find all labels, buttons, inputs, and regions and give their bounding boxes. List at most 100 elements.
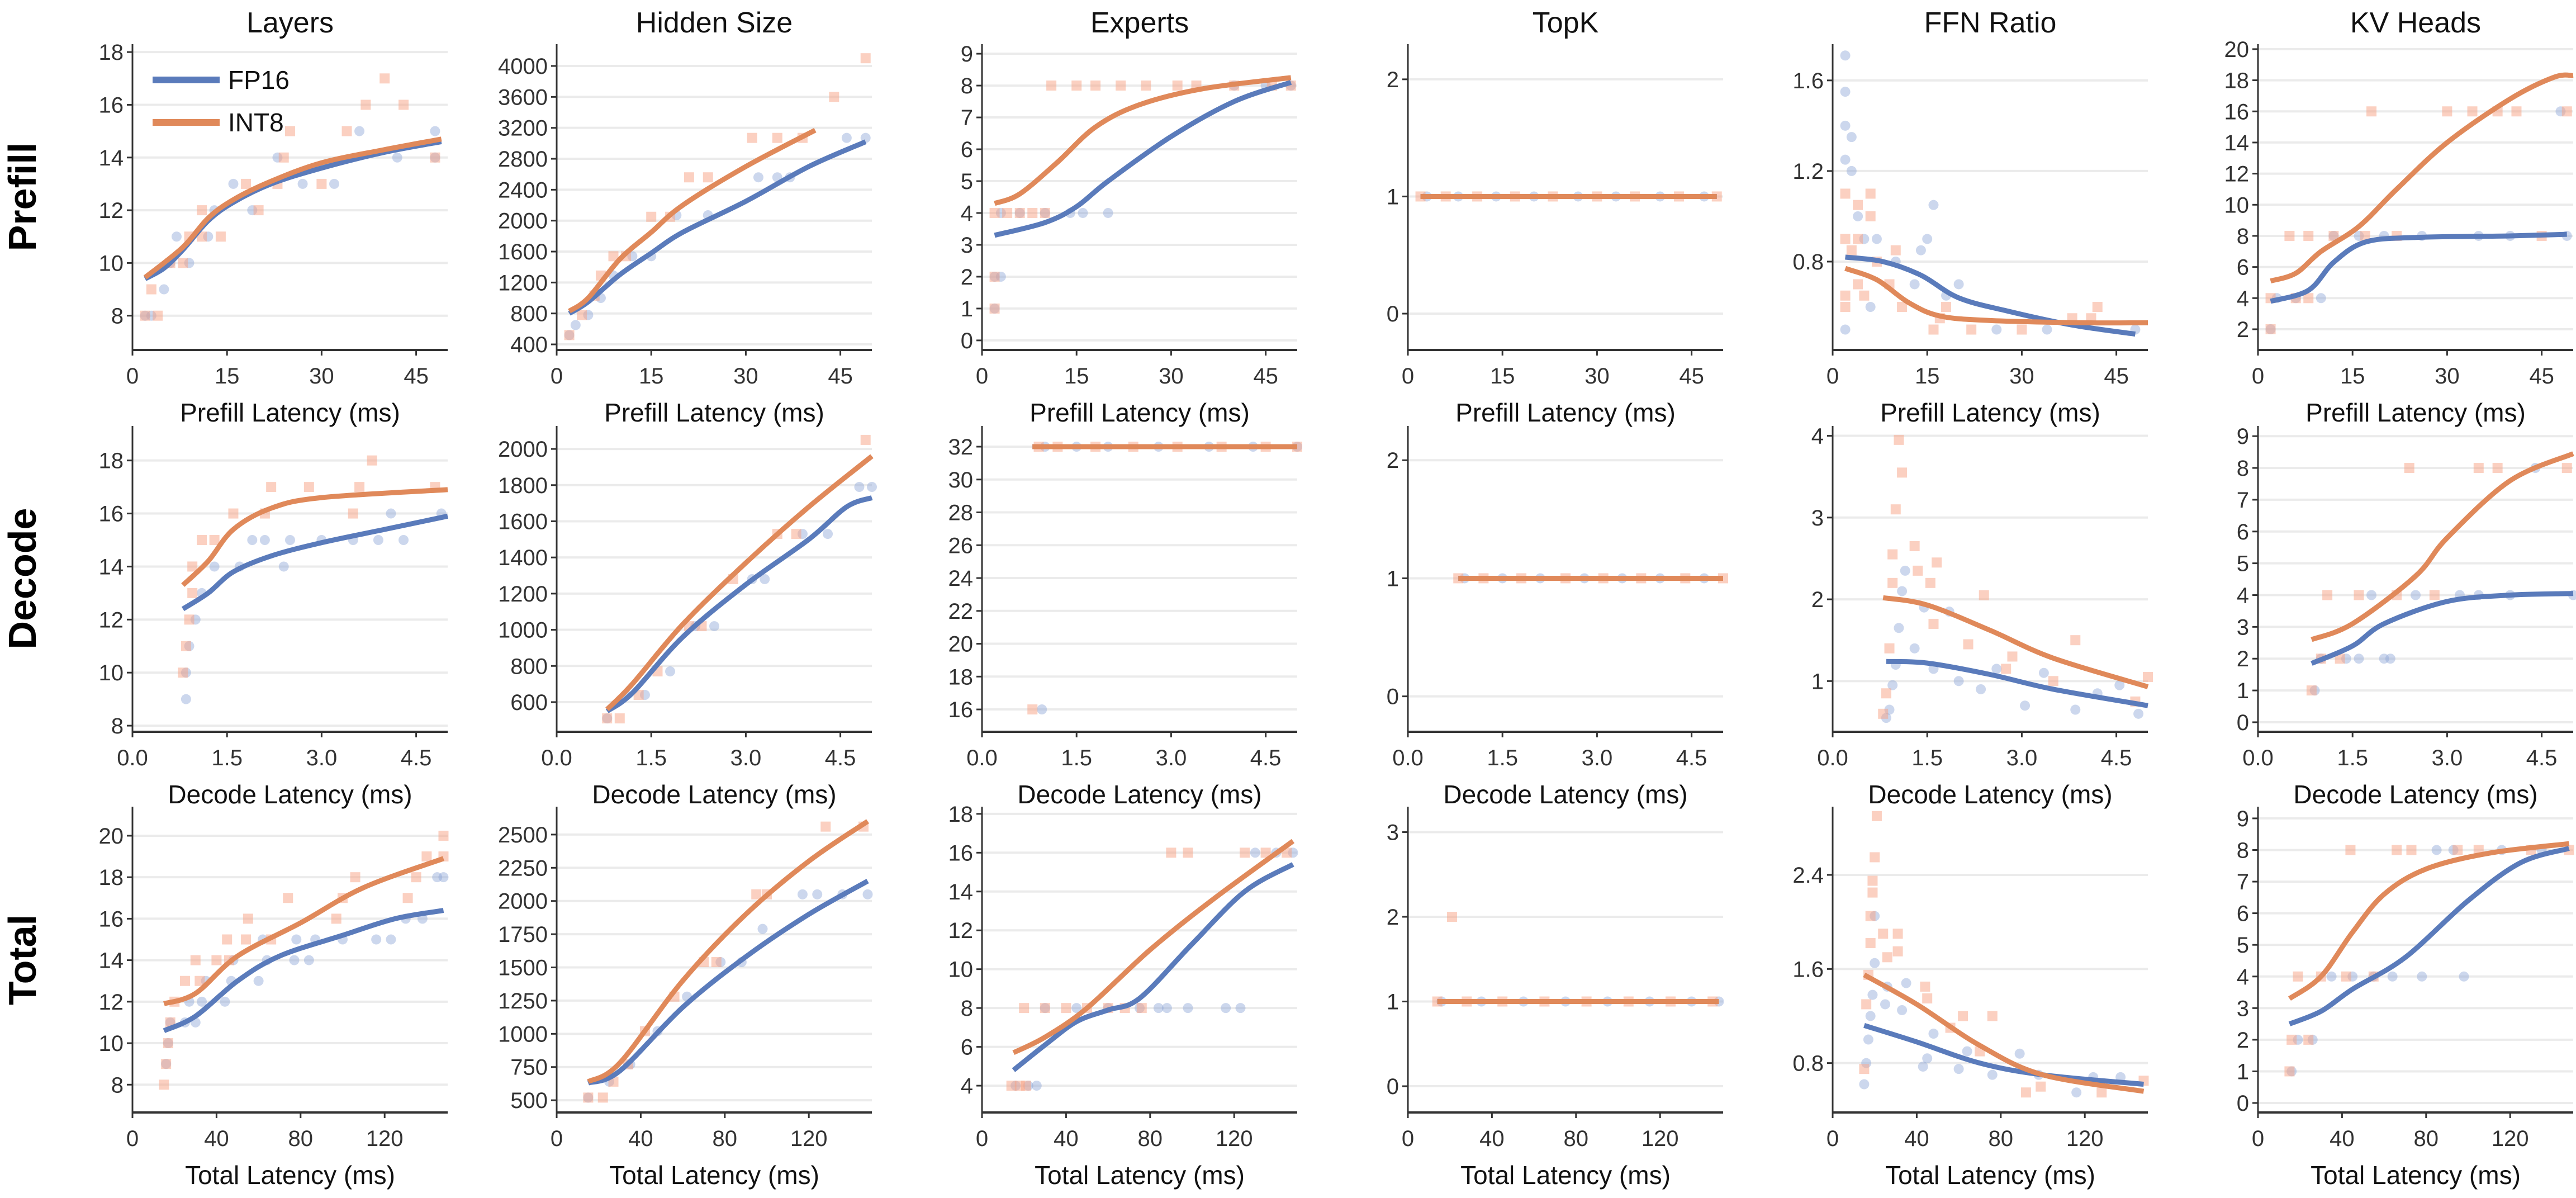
scatter-fp16	[2309, 463, 2576, 696]
subplot-total-1: 500 750 1000 1250 1500 1750 2000 2250 2500 0 40 80 1…	[498, 807, 873, 1190]
x-tick-label: 0.0	[1817, 746, 1848, 770]
x-axis-label: Decode Latency (ms)	[2293, 780, 2537, 809]
point-fp16	[1915, 245, 1926, 255]
point-int8	[860, 53, 871, 64]
trend-line-int8	[993, 75, 1292, 206]
y-tick-label: 7	[2237, 870, 2249, 894]
point-int8	[2303, 1034, 2314, 1045]
point-int8	[1925, 577, 1935, 588]
point-int8	[2473, 463, 2484, 473]
point-int8	[2284, 230, 2295, 241]
point-int8	[178, 667, 188, 678]
legend: FP16 INT8	[153, 65, 290, 137]
y-tick-label: 20	[2224, 37, 2250, 62]
y-tick-label: 1200	[498, 271, 548, 295]
point-int8	[1890, 245, 1901, 255]
x-tick-label: 0	[2252, 364, 2264, 389]
y-tick-label: 2000	[498, 889, 548, 914]
y-tick-label: 0	[961, 329, 973, 353]
point-fp16	[430, 126, 440, 136]
y-tick-label: 4	[1811, 424, 1824, 449]
x-tick-label: 30	[1584, 364, 1610, 389]
x-tick-label: 3.0	[2006, 746, 2038, 770]
x-axis-label: Total Latency (ms)	[609, 1161, 819, 1190]
point-int8	[1853, 200, 1863, 210]
x-tick-label: 0	[2252, 1126, 2264, 1151]
point-int8	[421, 851, 432, 862]
point-fp16	[1887, 680, 1898, 690]
point-fp16	[220, 996, 230, 1007]
point-fp16	[297, 178, 308, 189]
point-fp16	[1840, 324, 1851, 335]
point-fp16	[1865, 302, 1876, 312]
point-int8	[303, 482, 314, 493]
column-title: Hidden Size	[636, 7, 793, 39]
y-tick-label: 8	[111, 714, 124, 738]
x-tick-label: 45	[1253, 364, 1278, 389]
point-int8	[161, 1059, 172, 1069]
point-int8	[2286, 1034, 2297, 1045]
row-label-total: Total	[1, 915, 44, 1005]
point-fp16	[2326, 971, 2337, 982]
point-fp16	[760, 574, 770, 584]
trend-line-int8	[1844, 266, 2148, 326]
x-tick-label: 15	[1915, 364, 1940, 389]
x-tick-label: 15	[1490, 364, 1515, 389]
x-tick-label: 0.0	[966, 746, 998, 770]
y-tick-label: 0	[2237, 1091, 2249, 1116]
y-tick-label: 1600	[498, 240, 548, 264]
point-int8	[1853, 234, 1863, 244]
row-label-prefill: Prefill	[1, 143, 44, 252]
point-int8	[1867, 875, 1878, 886]
point-int8	[2096, 1087, 2107, 1098]
point-int8	[243, 913, 253, 924]
y-tick-label: 14	[99, 146, 124, 171]
y-tick-label: 8	[2237, 224, 2249, 249]
point-fp16	[197, 996, 207, 1007]
point-int8	[747, 132, 757, 143]
point-fp16	[1846, 165, 1857, 176]
point-int8	[1882, 952, 1892, 963]
point-fp16	[247, 534, 258, 545]
point-int8	[197, 534, 207, 545]
trend-line-fp16	[1863, 1023, 2144, 1087]
y-tick-label: 26	[948, 533, 974, 558]
scatter-fp16	[1859, 911, 2126, 1098]
point-int8	[1116, 81, 1126, 91]
x-axis-label: Prefill Latency (ms)	[1880, 398, 2100, 427]
point-int8	[438, 830, 449, 841]
y-tick-label: 1500	[498, 956, 548, 981]
point-int8	[1884, 643, 1895, 654]
x-tick-label: 0.0	[117, 746, 148, 770]
point-int8	[2001, 664, 2012, 674]
point-fp16	[1863, 1034, 1873, 1045]
point-int8	[1941, 302, 1952, 312]
x-tick-label: 0	[126, 364, 139, 389]
point-int8	[1987, 1011, 1998, 1021]
scatter-int8	[1006, 847, 1292, 1091]
y-tick-label: 8	[961, 74, 973, 98]
point-fp16	[1840, 154, 1851, 165]
point-int8	[1881, 688, 1891, 699]
point-fp16	[2114, 680, 2125, 690]
point-int8	[140, 310, 150, 321]
x-tick-label: 0.0	[541, 746, 572, 770]
trend-line-int8	[587, 819, 870, 1084]
x-tick-label: 3.0	[1156, 746, 1187, 770]
y-tick-label: 28	[948, 501, 974, 525]
x-tick-label: 80	[1564, 1126, 1589, 1151]
x-axis-label: Total Latency (ms)	[2311, 1161, 2521, 1190]
x-axis-label: Prefill Latency (ms)	[1455, 398, 1676, 427]
point-int8	[159, 1079, 169, 1090]
point-fp16	[303, 955, 314, 965]
y-tick-label: 2500	[498, 823, 548, 847]
point-int8	[399, 100, 409, 110]
y-tick-label: 18	[948, 802, 974, 827]
x-tick-label: 80	[1989, 1126, 2014, 1151]
point-fp16	[1922, 1053, 1933, 1064]
y-tick-label: 5	[961, 169, 973, 194]
y-tick-label: 9	[2237, 424, 2249, 449]
y-tick-label: 6	[2237, 520, 2249, 544]
point-int8	[215, 231, 226, 242]
point-fp16	[1928, 1029, 1939, 1039]
